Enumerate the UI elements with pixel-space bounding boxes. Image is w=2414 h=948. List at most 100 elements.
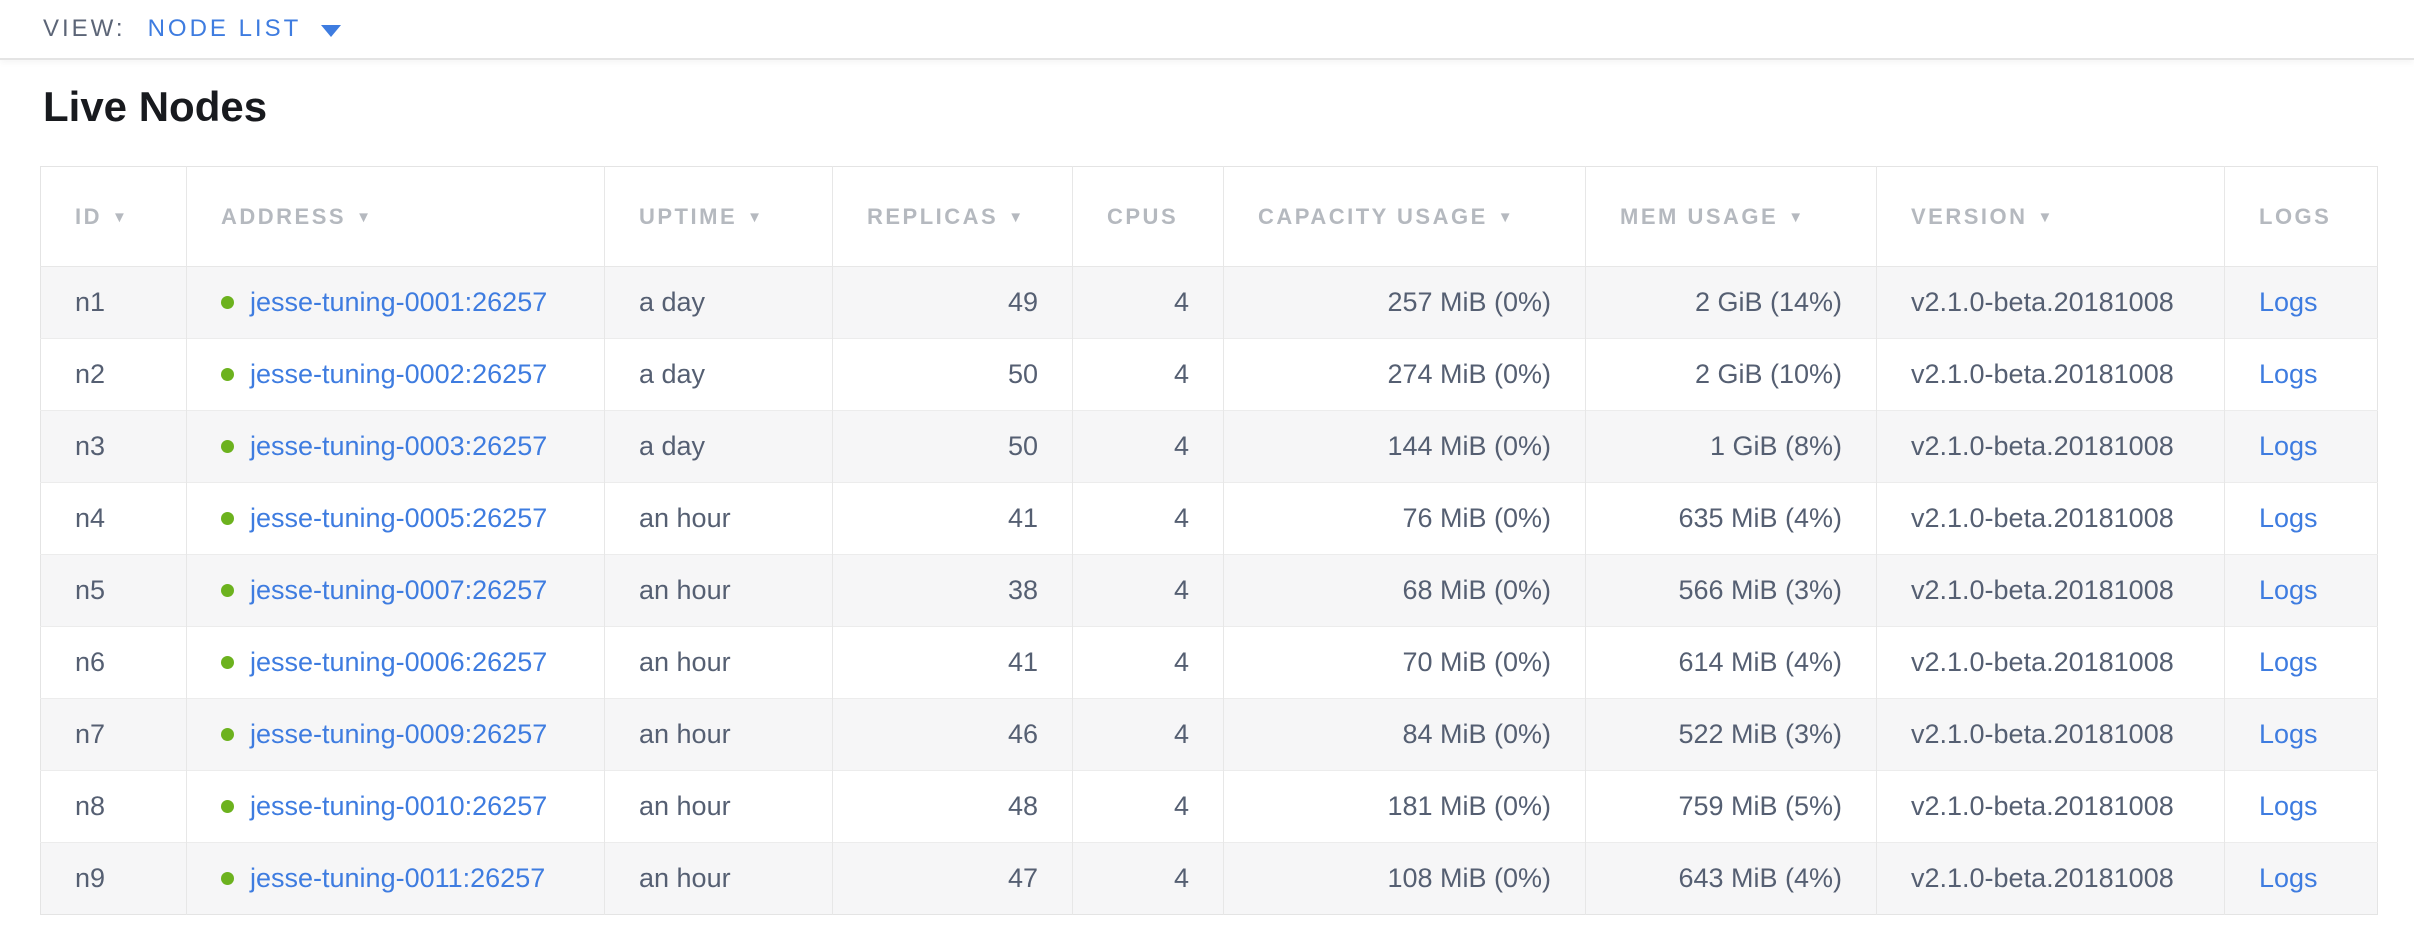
version-cell: v2.1.0-beta.20181008 xyxy=(1876,338,2225,411)
logs-cell: Logs xyxy=(2224,698,2378,771)
cpus-cell: 4 xyxy=(1072,338,1224,411)
cpus-cell: 4 xyxy=(1072,410,1224,483)
logs-cell: Logs xyxy=(2224,338,2378,411)
column-header-uptime[interactable]: UPTIME ▼ xyxy=(604,166,833,267)
table-row: n6 jesse-tuning-0006:26257 an hour 41 4 70 Mi… xyxy=(40,626,2378,699)
logs-link[interactable]: Logs xyxy=(2259,647,2318,677)
node-address-link[interactable]: jesse-tuning-0002:26257 xyxy=(250,359,548,389)
cpus-cell: 4 xyxy=(1072,482,1224,555)
node-address-link[interactable]: jesse-tuning-0001:26257 xyxy=(250,287,548,317)
replicas-cell: 49 xyxy=(832,266,1073,339)
mem-usage-cell: 1 GiB (8%) xyxy=(1585,410,1877,483)
uptime-cell: an hour xyxy=(604,554,833,627)
logs-cell: Logs xyxy=(2224,626,2378,699)
column-header-label: MEM USAGE xyxy=(1620,203,1779,229)
replicas-cell: 38 xyxy=(832,554,1073,627)
sort-desc-icon: ▼ xyxy=(1497,208,1516,226)
node-address-cell: jesse-tuning-0007:26257 xyxy=(186,554,605,627)
sort-desc-icon: ▼ xyxy=(2037,208,2055,226)
column-header-label: VERSION xyxy=(1911,203,2028,229)
replicas-cell: 41 xyxy=(832,626,1073,699)
version-cell: v2.1.0-beta.20181008 xyxy=(1876,482,2225,555)
column-header-label: CPUS xyxy=(1107,203,1179,229)
node-address-link[interactable]: jesse-tuning-0009:26257 xyxy=(250,719,548,749)
logs-link[interactable]: Logs xyxy=(2259,863,2318,893)
sort-desc-icon: ▼ xyxy=(356,208,374,226)
uptime-cell: a day xyxy=(604,338,833,411)
uptime-cell: an hour xyxy=(604,482,833,555)
node-address-link[interactable]: jesse-tuning-0007:26257 xyxy=(250,575,548,605)
view-selector-dropdown[interactable]: NODE LIST xyxy=(148,15,342,43)
uptime-cell: an hour xyxy=(604,842,833,915)
uptime-cell: a day xyxy=(604,410,833,483)
capacity-usage-cell: 84 MiB (0%) xyxy=(1223,698,1586,771)
logs-cell: Logs xyxy=(2224,410,2378,483)
node-id-cell: n5 xyxy=(40,554,187,627)
table-row: n3 jesse-tuning-0003:26257 a day 50 4 144 MiB… xyxy=(40,410,2378,483)
column-header-label: UPTIME xyxy=(639,203,738,229)
chevron-down-icon xyxy=(321,24,342,37)
node-address-link[interactable]: jesse-tuning-0010:26257 xyxy=(250,791,548,821)
logs-link[interactable]: Logs xyxy=(2259,575,2318,605)
node-address-link[interactable]: jesse-tuning-0006:26257 xyxy=(250,647,548,677)
mem-usage-cell: 522 MiB (3%) xyxy=(1585,698,1877,771)
node-healthy-dot-icon xyxy=(221,872,234,885)
live-nodes-table-container: ID ▼ ADDRESS ▼ UPTIME ▼ REPLICAS ▼ CPUS CAPACITY … xyxy=(40,166,2378,915)
logs-link[interactable]: Logs xyxy=(2259,719,2318,749)
node-id-cell: n9 xyxy=(40,842,187,915)
logs-cell: Logs xyxy=(2224,266,2378,339)
mem-usage-cell: 2 GiB (14%) xyxy=(1585,266,1877,339)
column-header-replicas[interactable]: REPLICAS ▼ xyxy=(832,166,1073,267)
column-header-version[interactable]: VERSION ▼ xyxy=(1876,166,2225,267)
replicas-cell: 46 xyxy=(832,698,1073,771)
logs-link[interactable]: Logs xyxy=(2259,431,2318,461)
logs-link[interactable]: Logs xyxy=(2259,359,2318,389)
table-row: n8 jesse-tuning-0010:26257 an hour 48 4 181 M… xyxy=(40,770,2378,843)
column-header-label: ADDRESS xyxy=(221,203,347,229)
capacity-usage-cell: 257 MiB (0%) xyxy=(1223,266,1586,339)
node-id-cell: n8 xyxy=(40,770,187,843)
column-header-logs: LOGS xyxy=(2224,166,2378,267)
version-cell: v2.1.0-beta.20181008 xyxy=(1876,770,2225,843)
node-healthy-dot-icon xyxy=(221,296,234,309)
column-header-id[interactable]: ID ▼ xyxy=(40,166,187,267)
capacity-usage-cell: 274 MiB (0%) xyxy=(1223,338,1586,411)
node-healthy-dot-icon xyxy=(221,728,234,741)
node-healthy-dot-icon xyxy=(221,656,234,669)
column-header-mem[interactable]: MEM USAGE ▼ xyxy=(1585,166,1877,267)
mem-usage-cell: 566 MiB (3%) xyxy=(1585,554,1877,627)
node-id-cell: n2 xyxy=(40,338,187,411)
node-id-cell: n7 xyxy=(40,698,187,771)
logs-link[interactable]: Logs xyxy=(2259,503,2318,533)
node-address-link[interactable]: jesse-tuning-0011:26257 xyxy=(250,863,546,893)
cpus-cell: 4 xyxy=(1072,266,1224,339)
logs-cell: Logs xyxy=(2224,482,2378,555)
uptime-cell: a day xyxy=(604,266,833,339)
column-header-label: ID xyxy=(75,203,102,229)
column-header-address[interactable]: ADDRESS ▼ xyxy=(186,166,605,267)
live-nodes-table: ID ▼ ADDRESS ▼ UPTIME ▼ REPLICAS ▼ CPUS CAPACITY … xyxy=(40,166,2378,915)
logs-cell: Logs xyxy=(2224,770,2378,843)
logs-link[interactable]: Logs xyxy=(2259,287,2318,317)
node-address-link[interactable]: jesse-tuning-0003:26257 xyxy=(250,431,548,461)
cpus-cell: 4 xyxy=(1072,698,1224,771)
capacity-usage-cell: 108 MiB (0%) xyxy=(1223,842,1586,915)
node-address-cell: jesse-tuning-0009:26257 xyxy=(186,698,605,771)
column-header-label: LOGS xyxy=(2259,203,2332,229)
uptime-cell: an hour xyxy=(604,626,833,699)
column-header-label: CAPACITY USAGE xyxy=(1258,203,1488,229)
node-address-link[interactable]: jesse-tuning-0005:26257 xyxy=(250,503,548,533)
logs-link[interactable]: Logs xyxy=(2259,791,2318,821)
column-header-label: REPLICAS xyxy=(867,203,999,229)
sort-desc-icon: ▼ xyxy=(112,208,130,226)
capacity-usage-cell: 70 MiB (0%) xyxy=(1223,626,1586,699)
cpus-cell: 4 xyxy=(1072,554,1224,627)
replicas-cell: 50 xyxy=(832,410,1073,483)
column-header-capacity[interactable]: CAPACITY USAGE ▼ xyxy=(1223,166,1586,267)
replicas-cell: 50 xyxy=(832,338,1073,411)
cpus-cell: 4 xyxy=(1072,770,1224,843)
view-bar: VIEW: NODE LIST xyxy=(0,0,2414,60)
mem-usage-cell: 635 MiB (4%) xyxy=(1585,482,1877,555)
table-row: n4 jesse-tuning-0005:26257 an hour 41 4 76 Mi… xyxy=(40,482,2378,555)
capacity-usage-cell: 144 MiB (0%) xyxy=(1223,410,1586,483)
